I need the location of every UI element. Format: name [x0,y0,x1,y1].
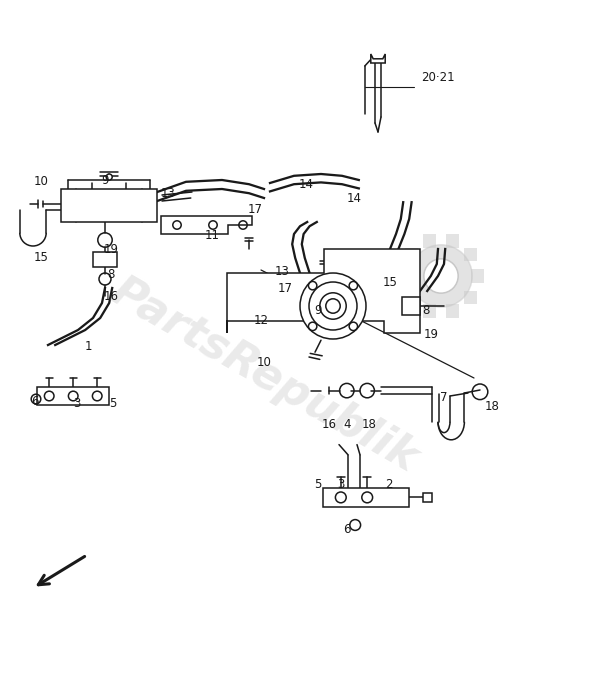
Circle shape [410,245,472,307]
Text: 16: 16 [322,418,337,431]
Polygon shape [161,216,252,234]
Circle shape [106,174,112,180]
Polygon shape [227,249,420,333]
FancyBboxPatch shape [423,304,436,317]
Text: 14: 14 [347,191,361,205]
Polygon shape [61,189,157,222]
Circle shape [320,293,346,319]
Text: 3: 3 [337,478,344,491]
Text: 17: 17 [248,203,263,216]
Text: 8: 8 [107,268,115,281]
Text: 10: 10 [34,176,48,188]
Text: 20·21: 20·21 [421,71,455,84]
FancyBboxPatch shape [423,235,436,247]
Text: 6: 6 [343,523,350,536]
Text: 5: 5 [109,397,116,410]
FancyBboxPatch shape [404,291,418,304]
Text: 17: 17 [277,281,293,294]
Text: 10: 10 [257,357,271,370]
Text: 4: 4 [343,418,350,431]
FancyBboxPatch shape [464,291,478,304]
FancyBboxPatch shape [398,269,411,283]
Text: 5: 5 [314,478,322,491]
Text: 9: 9 [314,304,322,317]
Text: 2: 2 [385,478,392,491]
Polygon shape [323,487,409,507]
Text: 7: 7 [440,391,448,403]
Circle shape [424,259,458,293]
Text: 19: 19 [104,243,119,256]
Polygon shape [402,297,420,315]
Text: 6: 6 [31,395,38,408]
Text: 1: 1 [85,340,92,353]
Polygon shape [371,54,385,63]
Text: 9: 9 [101,174,109,187]
Text: 14: 14 [299,178,314,191]
Text: PartsRepublik: PartsRepublik [103,270,425,481]
Polygon shape [93,252,117,267]
Text: 19: 19 [424,327,438,341]
Polygon shape [423,493,432,502]
Text: 18: 18 [485,400,499,413]
FancyBboxPatch shape [471,269,484,283]
FancyBboxPatch shape [446,235,459,247]
Text: 8: 8 [422,304,430,317]
Text: 15: 15 [383,275,397,289]
Text: 13: 13 [275,264,289,278]
Text: 15: 15 [34,251,48,264]
Text: 12: 12 [254,315,269,327]
FancyBboxPatch shape [464,247,478,261]
Circle shape [326,299,340,313]
Text: 18: 18 [362,418,376,431]
Text: 3: 3 [73,397,80,410]
Text: 11: 11 [204,229,220,242]
FancyBboxPatch shape [404,247,418,261]
Text: 13: 13 [161,186,175,200]
FancyBboxPatch shape [446,304,459,317]
Text: 16: 16 [104,290,119,303]
Polygon shape [37,387,109,405]
Circle shape [300,273,366,339]
